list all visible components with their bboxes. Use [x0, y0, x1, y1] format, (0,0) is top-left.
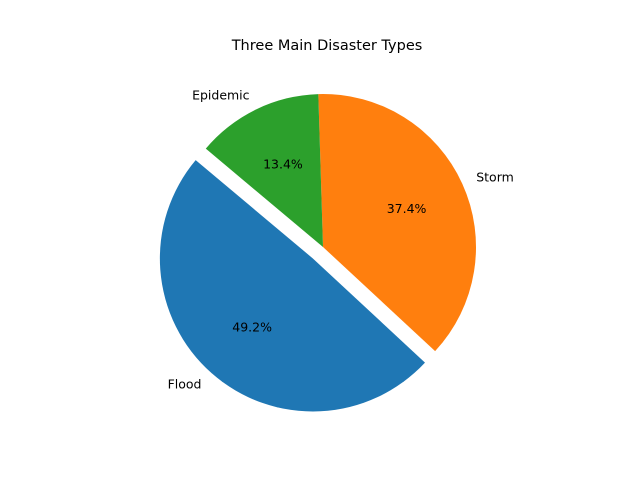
pie-slice-epidemic: [205, 94, 323, 248]
pie-labels: Flood 49.2% Storm 37.4% Epidemic 13.4%: [168, 88, 514, 392]
slice-label-flood: Flood: [168, 377, 202, 392]
pie-slice-storm: [318, 94, 476, 352]
pct-label-storm: 37.4%: [387, 201, 427, 216]
slice-label-storm: Storm: [476, 169, 514, 184]
pct-label-flood: 49.2%: [232, 319, 272, 334]
slice-label-epidemic: Epidemic: [192, 88, 250, 103]
pct-label-epidemic: 13.4%: [263, 156, 303, 171]
pie-slices: [159, 94, 476, 412]
pie-slice-flood: [159, 160, 425, 412]
chart-title: Three Main Disaster Types: [231, 38, 423, 54]
